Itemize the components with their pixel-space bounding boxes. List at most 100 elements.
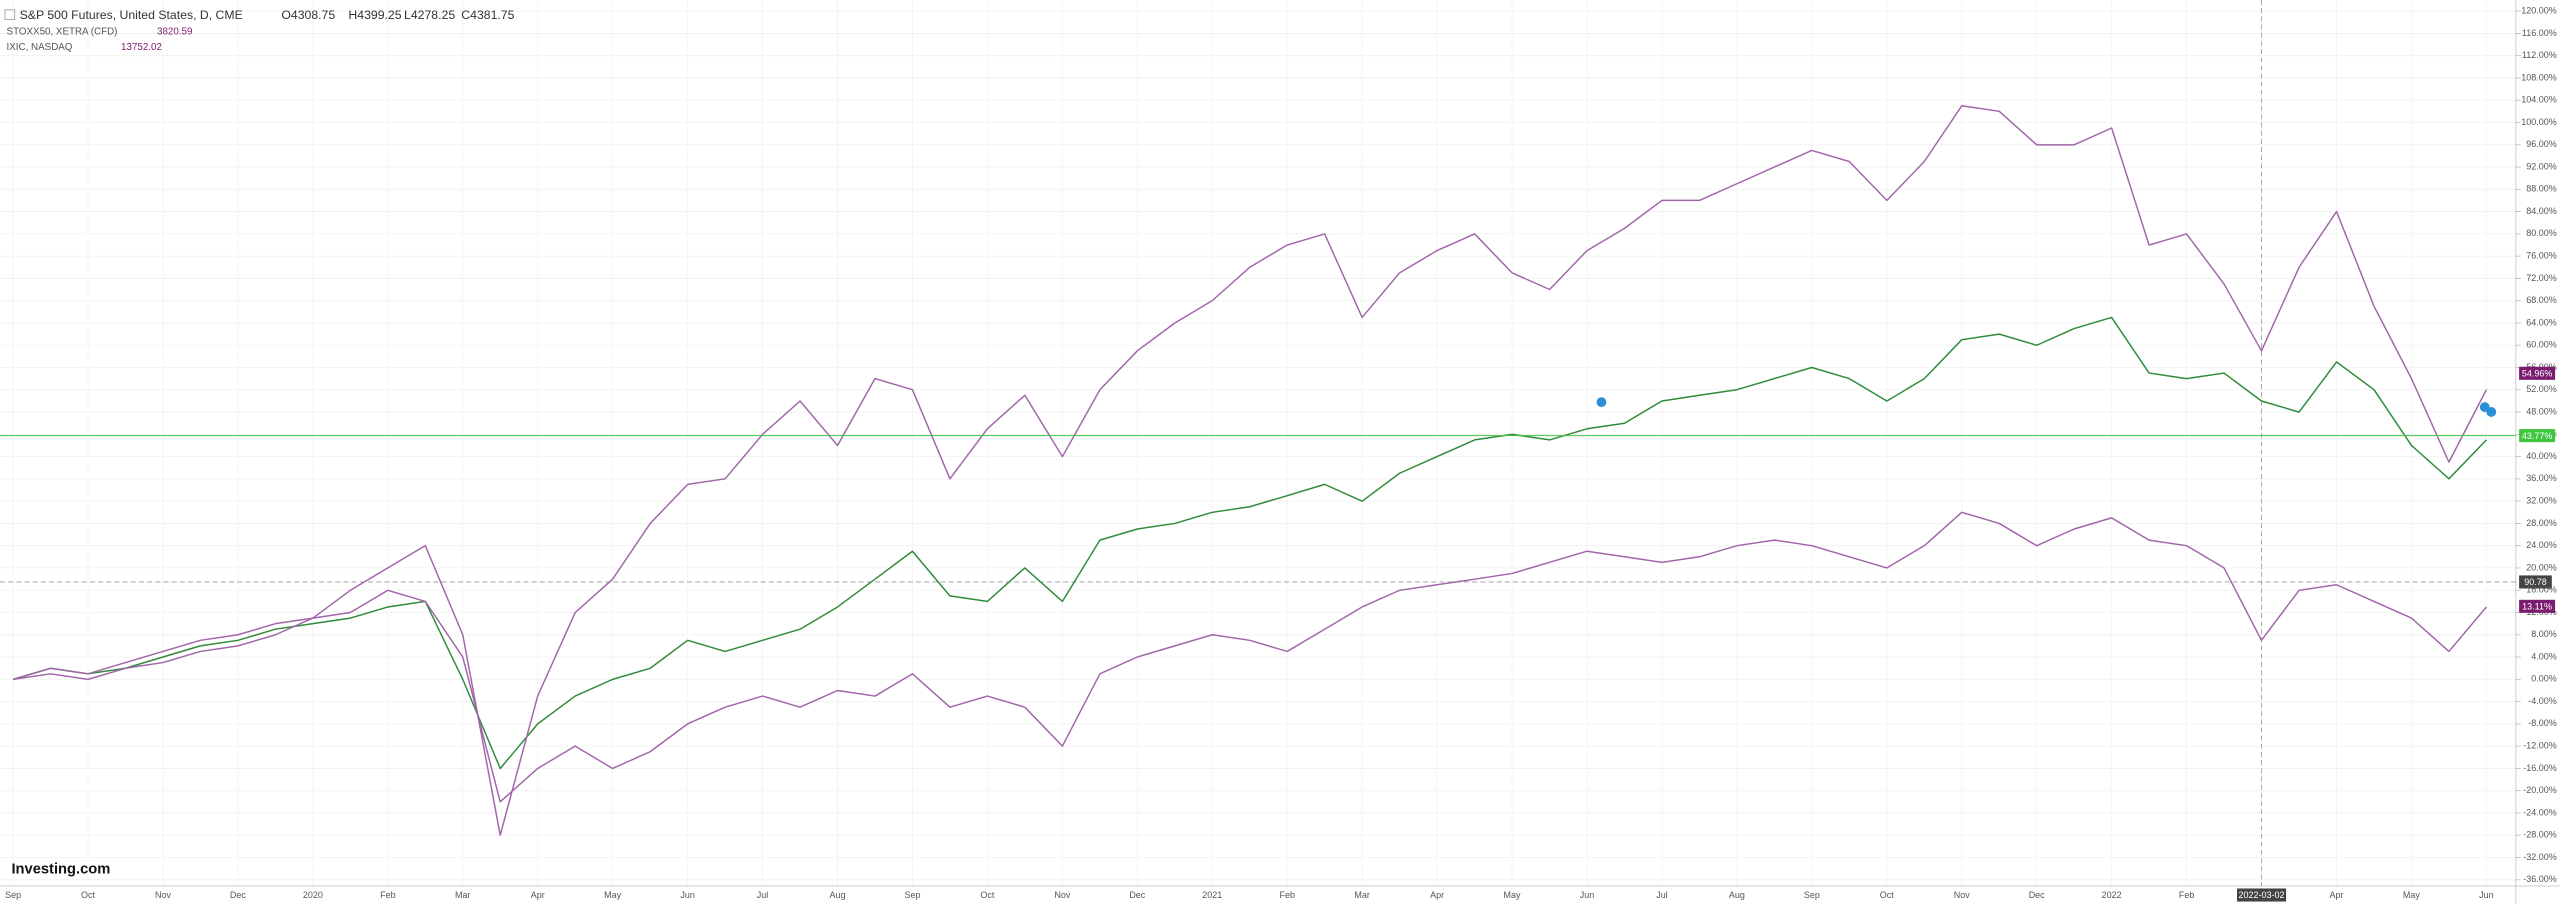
y-tick-label: 76.00% [2526, 251, 2556, 261]
x-tick-label: Nov [1054, 890, 1070, 900]
y-tick-label: 96.00% [2526, 139, 2556, 149]
y-tick-label: 92.00% [2526, 161, 2556, 171]
x-tick-label: Nov [1954, 890, 1970, 900]
x-tick-label: Oct [980, 890, 994, 900]
y-tick-label: 112.00% [2522, 50, 2557, 60]
y-tick-label: -36.00% [2523, 874, 2556, 884]
main-title: S&P 500 Futures, United States, D, CME [20, 8, 243, 22]
y-tick-label: 28.00% [2526, 518, 2556, 528]
y-tick-label: 88.00% [2526, 184, 2556, 194]
y-tick-label: 64.00% [2526, 317, 2556, 327]
header: S&P 500 Futures, United States, D, CME O… [4, 8, 515, 53]
grid [0, 0, 2516, 887]
open: O4308.75 [281, 8, 335, 22]
legend-stoxx-price: 3820.59 [157, 26, 192, 37]
x-tick-label: Apr [1430, 890, 1444, 900]
y-tick-label: 20.00% [2526, 562, 2556, 572]
price-badge [2519, 429, 2556, 443]
y-tick-label: 80.00% [2526, 228, 2556, 238]
x-tick-label: Sep [1804, 890, 1820, 900]
crosshair-y-label: 90.78 [2524, 577, 2546, 587]
x-tick-label: Sep [904, 890, 920, 900]
x-tick-label: Apr [2329, 890, 2343, 900]
event-icon[interactable] [1596, 397, 1607, 408]
high: H4399.25 [348, 8, 401, 22]
y-tick-label: -20.00% [2523, 785, 2556, 795]
y-tick-label: 60.00% [2526, 340, 2556, 350]
x-tick-label: 2020 [303, 890, 323, 900]
x-tick-label: Nov [155, 890, 171, 900]
y-tick-label: 40.00% [2526, 451, 2556, 461]
y-tick-label: -16.00% [2523, 763, 2556, 773]
y-tick-label: 104.00% [2521, 95, 2556, 105]
icon [4, 9, 16, 21]
x-tick-label: Dec [2029, 890, 2045, 900]
legend-stoxx: STOXX50, XETRA (CFD) [7, 26, 118, 37]
y-tick-label: 68.00% [2526, 295, 2556, 305]
y-tick-label: 72.00% [2526, 273, 2556, 283]
y-tick-label: 108.00% [2521, 72, 2556, 82]
logo: Investing.com [11, 862, 110, 878]
y-tick-label: 24.00% [2526, 540, 2556, 550]
x-tick-label: Oct [81, 890, 95, 900]
x-tick-label: Mar [455, 890, 470, 900]
price-badge-label: 54.96% [2522, 368, 2552, 378]
x-tick-label: Jun [2479, 890, 2494, 900]
price-badge [2519, 366, 2556, 380]
y-tick-label: 32.00% [2526, 496, 2556, 506]
x-tick-label: May [2403, 890, 2420, 900]
y-tick-label: 0.00% [2531, 674, 2556, 684]
x-tick-label: 2022 [2102, 890, 2122, 900]
x-tick-label: Jul [1656, 890, 1668, 900]
x-tick-label: Mar [1354, 890, 1369, 900]
y-tick-label: 116.00% [2522, 28, 2557, 38]
y-tick-label: -4.00% [2528, 696, 2556, 706]
y-tick-label: -8.00% [2528, 718, 2556, 728]
y-tick-label: 36.00% [2526, 473, 2556, 483]
x-tick-label: May [604, 890, 621, 900]
price-badge [2519, 599, 2556, 613]
low: L4278.25 [404, 8, 455, 22]
y-tick-label: 100.00% [2521, 117, 2556, 127]
x-tick-label: May [1504, 890, 1521, 900]
x-tick-label: Feb [2179, 890, 2194, 900]
y-tick-label: 84.00% [2526, 206, 2556, 216]
series-line [12, 105, 2488, 836]
close: C4381.75 [461, 8, 514, 22]
price-badge-label: 13.11% [2522, 602, 2552, 612]
series-line [12, 511, 2487, 803]
x-tick-label: Jun [1580, 890, 1595, 900]
y-tick-label: -24.00% [2523, 807, 2556, 817]
x-tick-label: Dec [230, 890, 246, 900]
x-tick-label: Jul [757, 890, 769, 900]
y-tick-label: 52.00% [2526, 384, 2556, 394]
x-tick-label: Dec [1129, 890, 1145, 900]
x-tick-label: 2021 [1202, 890, 1222, 900]
x-tick-label: Sep [5, 890, 21, 900]
x-tick-label: Aug [830, 890, 846, 900]
y-tick-label: -12.00% [2523, 741, 2556, 751]
legend-nasdaq: IXIC, NASDAQ [7, 42, 73, 53]
x-tick-label: Apr [531, 890, 545, 900]
y-tick-label: 4.00% [2531, 651, 2556, 661]
y-tick-label: 120.00% [2521, 6, 2556, 16]
x-tick-label: Feb [380, 890, 395, 900]
y-tick-label: 16.00% [2526, 585, 2556, 595]
y-tick-label: -32.00% [2523, 852, 2556, 862]
x-tick-label: Jun [680, 890, 695, 900]
crosshair-badge [2519, 575, 2552, 589]
event-icon[interactable] [2486, 407, 2497, 417]
x-tick-label: Aug [1729, 890, 1745, 900]
y-tick-label: -28.00% [2523, 830, 2556, 840]
x-tick-label: Feb [1279, 890, 1294, 900]
y-tick-label: 48.00% [2526, 406, 2556, 416]
y-tick-label: 8.00% [2531, 629, 2556, 639]
x-tick-label: 2022-03-02 [2239, 890, 2285, 900]
price-badge-label: 43.77% [2522, 431, 2552, 441]
legend-nasdaq-price: 13752.02 [121, 42, 162, 53]
crosshair-x-badge [2237, 888, 2287, 902]
x-tick-label: Oct [1880, 890, 1894, 900]
